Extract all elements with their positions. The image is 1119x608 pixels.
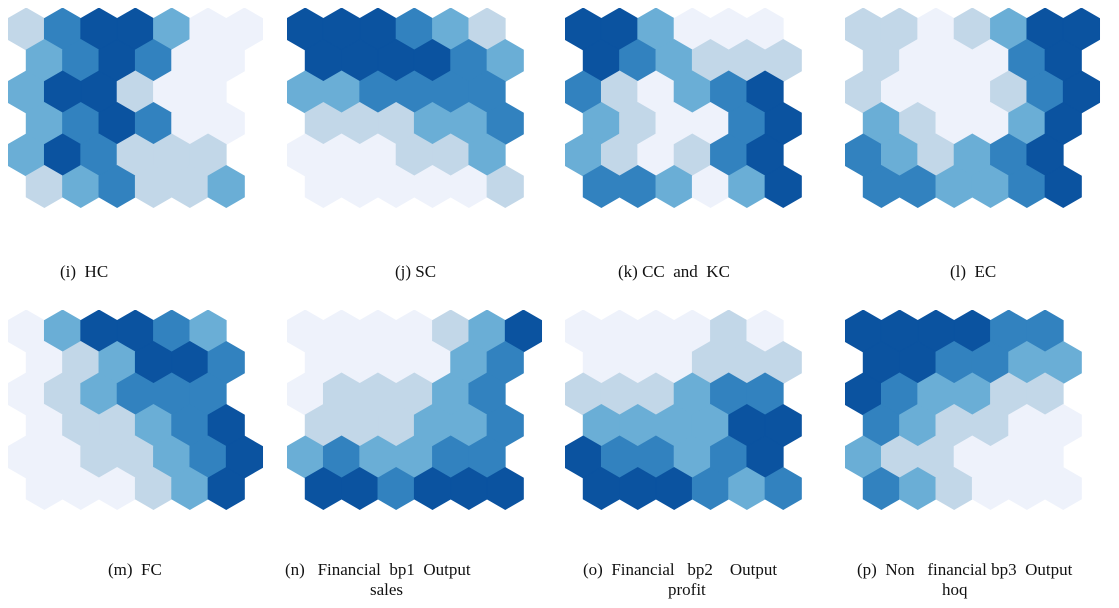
hex-cell [1044, 467, 1082, 510]
som-map-bp1-sales [287, 310, 543, 510]
hex-cell [1044, 165, 1082, 208]
hex-cell [764, 467, 802, 510]
caption-p: (p) Non financial bp3 Output hoq [857, 560, 1073, 599]
caption-m: (m) FC [108, 560, 162, 579]
caption-n: (n) Financial bp1 Output sales [285, 560, 471, 599]
hex-cell [486, 467, 524, 510]
caption-o: (o) Financial bp2 Output profit [583, 560, 778, 599]
hex-cell [207, 467, 245, 510]
hex-cell [207, 165, 245, 208]
som-map-bp2-profit [565, 310, 802, 510]
som-map-hc [8, 8, 264, 208]
som-map-cc-kc [565, 8, 802, 208]
caption-i: (i) HC [60, 262, 109, 281]
caption-j: (j) SC [395, 262, 437, 281]
hex-cell [764, 165, 802, 208]
som-map-sc [287, 8, 524, 208]
som-map-fc [8, 310, 264, 510]
caption-k: (k) CC and KC [618, 262, 730, 281]
hex-cell [486, 165, 524, 208]
som-map-ec [845, 8, 1101, 208]
caption-l: (l) EC [950, 262, 997, 281]
som-map-bp3-hoq [845, 310, 1082, 510]
